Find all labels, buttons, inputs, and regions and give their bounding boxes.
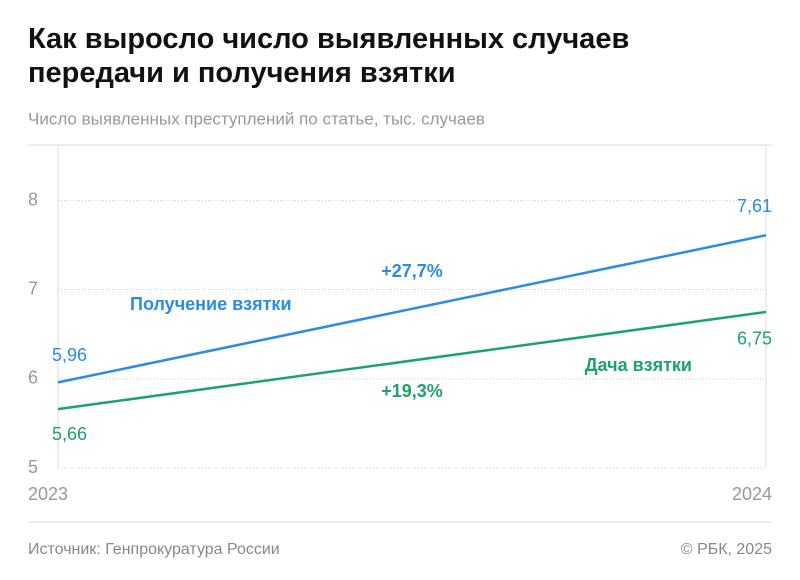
- change-label: +27,7%: [381, 261, 443, 281]
- y-tick-label: 8: [28, 189, 38, 209]
- credit: © РБК, 2025: [681, 541, 772, 558]
- line: [57, 310, 767, 411]
- chart-title: Как выросло число выявленных случаев пер…: [28, 23, 630, 89]
- x-tick-label: 2024: [732, 484, 772, 504]
- y-tick-label: 7: [28, 278, 38, 298]
- value-label: 5,96: [52, 345, 87, 365]
- chart-subtitle: Число выявленных преступлений по статье,…: [28, 109, 485, 128]
- value-label: 5,66: [52, 424, 87, 444]
- value-label: 7,61: [737, 196, 772, 216]
- legend-label: Дача взятки: [585, 355, 692, 375]
- value-label: 6,75: [737, 329, 772, 349]
- change-label: +19,3%: [381, 381, 443, 401]
- legend-label: Получение взятки: [130, 294, 292, 314]
- source: Источник: Генпрокуратура России: [28, 541, 280, 558]
- line: [57, 234, 767, 384]
- y-tick-label: 6: [28, 368, 38, 388]
- x-tick-label: 2023: [28, 484, 68, 504]
- y-tick-label: 5: [28, 457, 38, 477]
